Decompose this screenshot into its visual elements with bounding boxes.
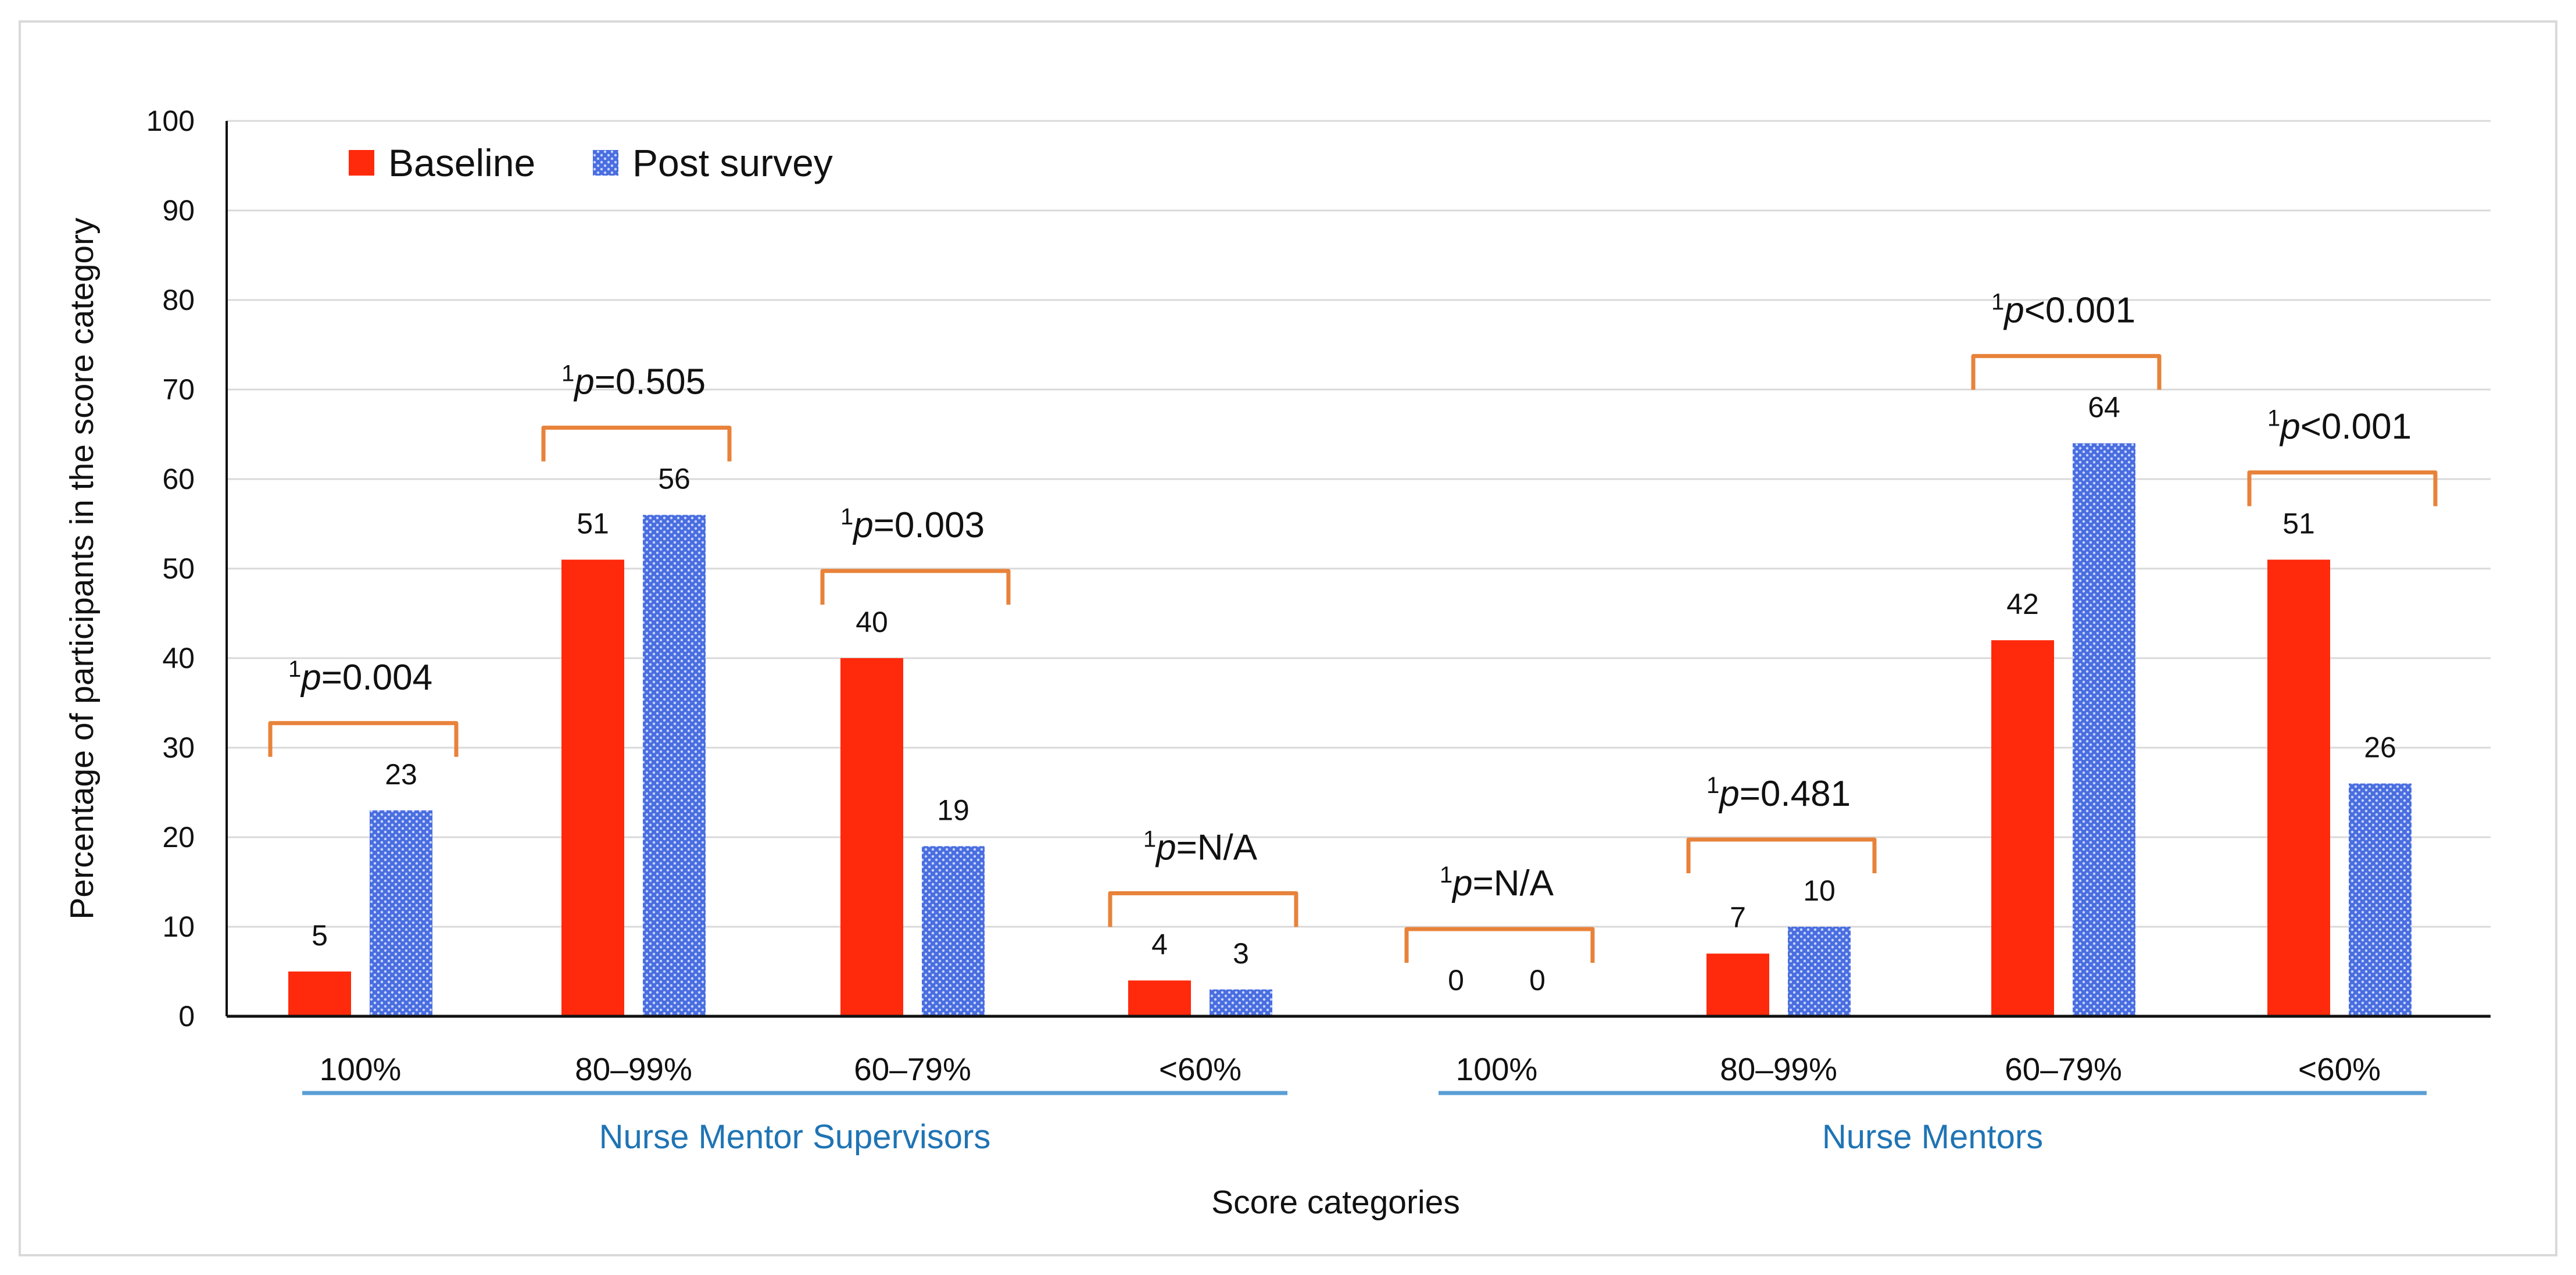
group-label: Nurse Mentor Supervisors [599,1118,991,1156]
y-tick-label: 0 [178,1000,195,1033]
y-tick-label: 70 [162,373,195,406]
data-label: 7 [1730,901,1746,934]
bar-baseline [840,658,903,1016]
p-value-label: 1p=N/A [1143,826,1258,867]
x-category-label: <60% [1159,1051,1242,1087]
p-value-bracket [541,426,732,462]
p-value-bracket [1686,837,1877,873]
p-value-label: 1p<0.001 [2267,406,2412,447]
p-value-bracket [2247,470,2438,506]
p-value-bracket [268,721,459,757]
p-value-label: 1p=0.505 [561,361,706,402]
x-axis-title: Score categories [1211,1184,1460,1221]
p-value-label: 1p=0.003 [840,504,985,545]
data-label: 0 [1448,964,1464,997]
data-label: 51 [577,508,609,540]
data-label: 3 [1233,937,1249,970]
y-tick-label: 30 [162,731,195,764]
x-category-label: 100% [1456,1051,1538,1087]
x-category-label: <60% [2298,1051,2381,1087]
p-value-label: 1p=N/A [1440,862,1554,903]
x-category-label: 100% [320,1051,402,1087]
y-tick-label: 90 [162,194,195,227]
bar-baseline [1706,953,1769,1016]
data-label: 26 [2364,731,2396,764]
p-value-label: 1p=0.481 [1706,773,1851,814]
bar-baseline [1991,640,2054,1016]
x-category-label: 60–79% [2005,1051,2122,1087]
p-value-bracket [1108,891,1298,927]
x-category-label: 80–99% [575,1051,692,1087]
data-label: 56 [658,463,690,495]
y-tick-label: 40 [162,642,195,674]
x-category-label: 80–99% [1720,1051,1837,1087]
p-value-bracket [1404,927,1595,963]
data-label: 64 [2088,391,2120,423]
data-label: 23 [385,758,417,791]
y-tick-label: 50 [162,552,195,585]
bar-post-survey [2349,783,2412,1016]
bars [288,443,2412,1016]
p-value-bracket [820,569,1011,605]
data-label: 0 [1529,964,1545,997]
y-tick-label: 80 [162,284,195,316]
p-value-label: 1p<0.001 [1991,289,2135,330]
data-label: 10 [1803,874,1836,907]
annotations: 1p=0.004 1p=0.505 1p=0.003 1p=N/A 1p=N/A 1p=0… [268,289,2438,963]
bar-post-survey [922,846,985,1016]
p-value-label: 1p=0.004 [288,656,432,698]
legend-swatch-post-survey [593,150,618,176]
p-value-bracket [1971,353,2162,390]
data-label: 4 [1151,928,1168,960]
data-label: 40 [856,606,888,638]
bar-post-survey [643,515,706,1016]
bar-baseline [288,972,351,1016]
data-label: 19 [937,794,969,826]
data-label: 42 [2006,588,2039,620]
y-tick-label: 100 [146,105,195,137]
bar-post-survey [2073,443,2135,1016]
group-label: Nurse Mentors [1822,1118,2043,1156]
x-category-label: 60–79% [854,1051,971,1087]
data-label: 51 [2282,508,2315,540]
bar-post-survey [1788,927,1851,1016]
bar-baseline [561,559,624,1016]
bar-post-survey [1210,989,1272,1016]
y-tick-label: 60 [162,463,195,495]
bar-baseline [2267,559,2330,1016]
labels: 0102030405060708090100551404074251235619… [63,105,2396,1221]
y-tick-label: 10 [162,910,195,943]
y-axis-title: Percentage of participants in the score … [63,217,101,920]
legend-swatch-baseline [349,150,374,176]
y-tick-label: 20 [162,821,195,853]
legend: Baseline Post survey [349,141,833,184]
data-label: 5 [312,919,328,952]
legend-label-post-survey: Post survey [632,141,833,184]
bar-post-survey [370,810,432,1016]
bar-baseline [1128,980,1191,1016]
legend-label-baseline: Baseline [388,141,535,184]
axes [226,121,2491,1095]
